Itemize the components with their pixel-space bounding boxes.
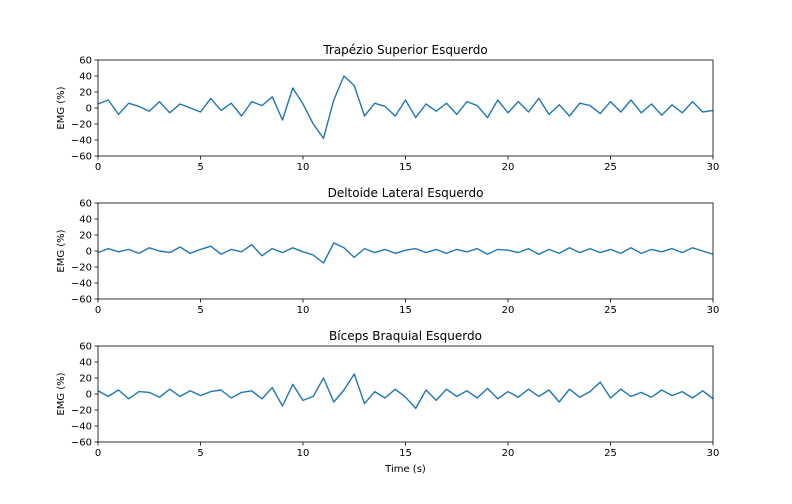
- y-tick-label: 60: [79, 342, 92, 353]
- axes-frame: [97, 202, 714, 300]
- x-tick-label: 20: [502, 448, 515, 459]
- x-tick-label: 15: [399, 305, 412, 316]
- subplots-container: Trapézio Superior Esquerdo EMG (%) 0 5 10 15 2…: [56, 43, 719, 475]
- chart-title: Deltoide Lateral Esquerdo: [328, 186, 484, 200]
- y-tick-label: −60: [71, 152, 92, 163]
- y-tick-label: 20: [79, 374, 92, 385]
- x-tick-label: 30: [707, 305, 720, 316]
- x-tick-label: 25: [604, 305, 617, 316]
- x-tick-label: 25: [604, 448, 617, 459]
- y-tick-label: −20: [71, 263, 92, 274]
- x-tick-label: 0: [95, 448, 101, 459]
- x-tick-label: 5: [197, 448, 203, 459]
- x-tick-label: 30: [707, 448, 720, 459]
- subplot-2: Deltoide Lateral Esquerdo EMG (%) 0 5 10 15 20…: [56, 186, 719, 316]
- axes-frame: [97, 345, 714, 443]
- y-tick-label: 40: [79, 215, 92, 226]
- y-tick-label: 60: [79, 56, 92, 67]
- y-tick-label: −40: [71, 279, 92, 290]
- emg-signal-line: [98, 75, 713, 140]
- y-tick-label: −60: [71, 295, 92, 306]
- x-tick-label: 10: [297, 162, 310, 173]
- y-axis-label: EMG (%): [56, 229, 67, 272]
- y-tick-label: −20: [71, 120, 92, 131]
- x-tick-label: 5: [197, 162, 203, 173]
- axes-frame: [97, 59, 714, 157]
- y-tick-label: 40: [79, 72, 92, 83]
- x-tick-label: 15: [399, 162, 412, 173]
- y-tick-label: −40: [71, 422, 92, 433]
- x-tick-label: 20: [502, 162, 515, 173]
- y-tick-label: −20: [71, 406, 92, 417]
- x-tick-label: 20: [502, 305, 515, 316]
- y-tick-label: 0: [86, 104, 92, 115]
- y-axis-label: EMG (%): [56, 86, 67, 129]
- emg-signal-line: [98, 373, 713, 410]
- chart-title: Bíceps Braquial Esquerdo: [329, 329, 482, 343]
- emg-signal-line: [98, 242, 713, 264]
- x-tick-label: 15: [399, 448, 412, 459]
- y-tick-label: 20: [79, 231, 92, 242]
- y-tick-label: −40: [71, 136, 92, 147]
- x-tick-label: 0: [95, 162, 101, 173]
- subplot-1: Trapézio Superior Esquerdo EMG (%) 0 5 10 15 2…: [56, 43, 719, 173]
- y-tick-label: 40: [79, 358, 92, 369]
- y-tick-label: 20: [79, 88, 92, 99]
- x-tick-label: 30: [707, 162, 720, 173]
- y-tick-label: 60: [79, 199, 92, 210]
- x-tick-label: 10: [297, 305, 310, 316]
- y-axis-label: EMG (%): [56, 372, 67, 415]
- chart-title: Trapézio Superior Esquerdo: [322, 43, 487, 57]
- x-axis-label: Time (s): [384, 464, 426, 475]
- subplot-3: Bíceps Braquial Esquerdo EMG (%) 0 5 10 15 20 2…: [56, 329, 719, 475]
- x-tick-label: 25: [604, 162, 617, 173]
- y-tick-label: 0: [86, 390, 92, 401]
- x-tick-label: 5: [197, 305, 203, 316]
- x-tick-label: 10: [297, 448, 310, 459]
- x-tick-label: 0: [95, 305, 101, 316]
- y-tick-label: 0: [86, 247, 92, 258]
- y-tick-label: −60: [71, 438, 92, 449]
